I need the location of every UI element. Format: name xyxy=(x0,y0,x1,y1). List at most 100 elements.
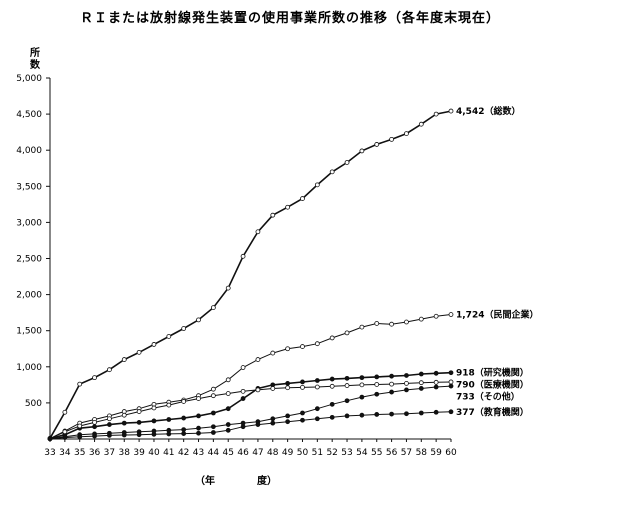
data-point xyxy=(240,365,246,370)
data-point xyxy=(389,389,394,395)
data-point xyxy=(240,388,246,394)
data-point xyxy=(374,382,380,387)
series-group xyxy=(47,108,454,442)
x-tick-label: 42 xyxy=(178,448,189,458)
data-point xyxy=(374,321,380,326)
data-point xyxy=(136,419,142,425)
x-tick-label: 49 xyxy=(282,448,294,458)
data-point xyxy=(329,383,335,389)
data-point xyxy=(77,381,83,387)
data-point xyxy=(344,375,350,381)
data-point xyxy=(196,413,201,419)
data-point xyxy=(181,431,187,436)
x-tick-label: 36 xyxy=(89,448,101,458)
data-point xyxy=(300,417,305,423)
data-point xyxy=(62,435,68,440)
data-point xyxy=(314,406,320,412)
data-point xyxy=(210,424,216,430)
data-point xyxy=(418,380,424,386)
data-point xyxy=(433,370,439,376)
data-point xyxy=(344,383,350,388)
data-point xyxy=(418,316,424,322)
data-point xyxy=(433,384,439,390)
x-tick-label: 51 xyxy=(312,448,323,458)
data-point xyxy=(389,321,394,327)
y-tick-label: 3,500 xyxy=(16,182,42,192)
data-point xyxy=(151,418,157,424)
chart-title: ＲＩまたは放射線発生装置の使用事業所数の推移（各年度末現在） xyxy=(80,10,500,26)
x-tick-label: 40 xyxy=(148,448,160,458)
x-tick-label: 59 xyxy=(430,448,442,458)
x-tick-label: 52 xyxy=(326,448,337,458)
data-point xyxy=(121,432,127,438)
data-point xyxy=(225,377,231,383)
data-point xyxy=(151,342,157,347)
data-point xyxy=(285,385,291,391)
x-axis-label-right: 度） xyxy=(257,474,277,487)
data-point xyxy=(166,431,172,437)
series-line xyxy=(49,385,452,440)
data-point xyxy=(448,312,454,317)
x-tick-label: 45 xyxy=(222,448,233,458)
data-point xyxy=(418,410,424,416)
data-point xyxy=(285,381,291,386)
x-tick-label: 53 xyxy=(341,448,352,458)
data-point xyxy=(300,384,305,390)
data-point xyxy=(448,370,454,376)
data-point xyxy=(344,413,350,419)
series-label: 733（その他） xyxy=(456,391,520,403)
data-point xyxy=(47,436,53,442)
data-point xyxy=(418,386,424,391)
y-tick-label: 500 xyxy=(25,399,42,409)
y-tick-label: 2,000 xyxy=(16,291,42,301)
data-point xyxy=(121,420,127,426)
x-tick-label: 39 xyxy=(133,448,145,458)
x-tick-label: 44 xyxy=(208,448,220,458)
data-point xyxy=(418,121,424,127)
data-point xyxy=(92,424,97,430)
series-labels: 4,542（総数） 1,724（民間企業） 918（研究機関）790（医療機関）73… xyxy=(456,105,538,418)
data-point xyxy=(196,396,201,401)
data-point xyxy=(448,383,454,389)
data-point xyxy=(136,432,142,438)
data-point xyxy=(121,357,127,362)
data-point xyxy=(433,313,439,319)
data-point xyxy=(359,148,365,154)
data-point xyxy=(77,434,83,440)
data-point xyxy=(240,424,246,430)
data-point xyxy=(166,334,172,339)
series-line xyxy=(49,314,452,440)
data-point xyxy=(389,381,394,387)
data-point xyxy=(285,413,291,419)
x-axis-label-left: （年 xyxy=(195,474,215,487)
data-point xyxy=(107,432,112,438)
data-point xyxy=(404,411,409,417)
data-point xyxy=(210,393,216,399)
data-point xyxy=(285,204,291,210)
data-point xyxy=(300,379,305,385)
data-point xyxy=(359,412,365,418)
data-point xyxy=(404,387,409,393)
data-point xyxy=(270,420,276,426)
data-point xyxy=(210,430,216,435)
data-point xyxy=(359,382,365,388)
x-tick-label: 50 xyxy=(297,448,309,458)
data-point xyxy=(433,409,439,415)
y-axis-label-bottom: 数 xyxy=(30,58,41,71)
x-tick-label: 35 xyxy=(74,448,85,458)
data-point xyxy=(448,379,454,385)
y-tick-label: 4,500 xyxy=(16,110,42,120)
data-point xyxy=(404,381,409,386)
data-point xyxy=(196,317,201,323)
x-tick-label: 33 xyxy=(44,448,55,458)
data-point xyxy=(181,427,187,433)
data-point xyxy=(300,344,305,349)
data-point xyxy=(92,419,97,425)
data-point xyxy=(389,373,394,379)
x-tick-label: 58 xyxy=(416,448,428,458)
data-point xyxy=(107,422,112,427)
data-point xyxy=(166,402,172,408)
data-point xyxy=(77,423,83,429)
series-label: 918（研究機関） xyxy=(456,367,529,379)
